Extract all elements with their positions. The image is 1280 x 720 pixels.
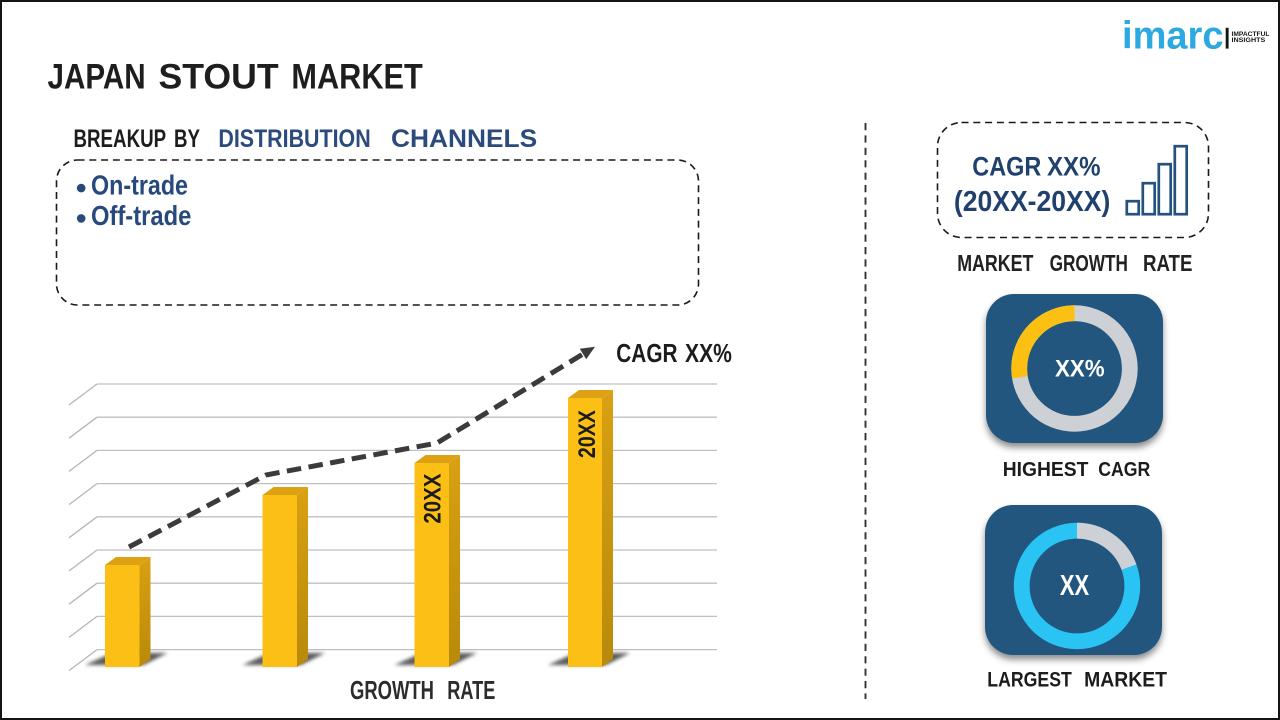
svg-text:STOUT: STOUT [159, 58, 279, 97]
svg-text:XX%: XX% [685, 338, 732, 368]
svg-text:RATE: RATE [1143, 250, 1192, 276]
svg-text:imarc: imarc [1122, 15, 1224, 58]
svg-text:20XX: 20XX [574, 410, 601, 458]
svg-text:LARGEST: LARGEST [987, 667, 1072, 691]
svg-text:(20XX-20XX): (20XX-20XX) [954, 186, 1110, 218]
svg-text:BREAKUP BY: BREAKUP BY [74, 125, 201, 153]
svg-text:Off-trade: Off-trade [91, 200, 191, 231]
svg-text:JAPAN: JAPAN [48, 58, 146, 97]
svg-text:GROWTH: GROWTH [1050, 250, 1128, 276]
svg-text:XX%: XX% [1055, 356, 1105, 383]
svg-text:CAGR: CAGR [1098, 459, 1150, 481]
svg-text:CHANNELS: CHANNELS [391, 125, 537, 153]
svg-text:XX%: XX% [1047, 151, 1101, 181]
svg-text:XX: XX [1060, 569, 1089, 601]
svg-text:On-trade: On-trade [91, 170, 188, 201]
svg-text:DISTRIBUTION: DISTRIBUTION [218, 125, 370, 153]
svg-text:MARKET: MARKET [291, 58, 422, 97]
svg-text:GROWTH: GROWTH [350, 677, 434, 705]
svg-text:HIGHEST: HIGHEST [1003, 459, 1089, 481]
svg-text:20XX: 20XX [419, 474, 446, 524]
svg-text:CAGR: CAGR [972, 151, 1041, 181]
svg-text:INSIGHTS: INSIGHTS [1232, 37, 1266, 44]
svg-text:RATE: RATE [447, 677, 495, 705]
svg-text:MARKET: MARKET [957, 250, 1034, 276]
svg-text:MARKET: MARKET [1084, 667, 1167, 691]
svg-text:CAGR: CAGR [616, 338, 677, 368]
svg-text:IMPACTFUL: IMPACTFUL [1232, 31, 1270, 38]
